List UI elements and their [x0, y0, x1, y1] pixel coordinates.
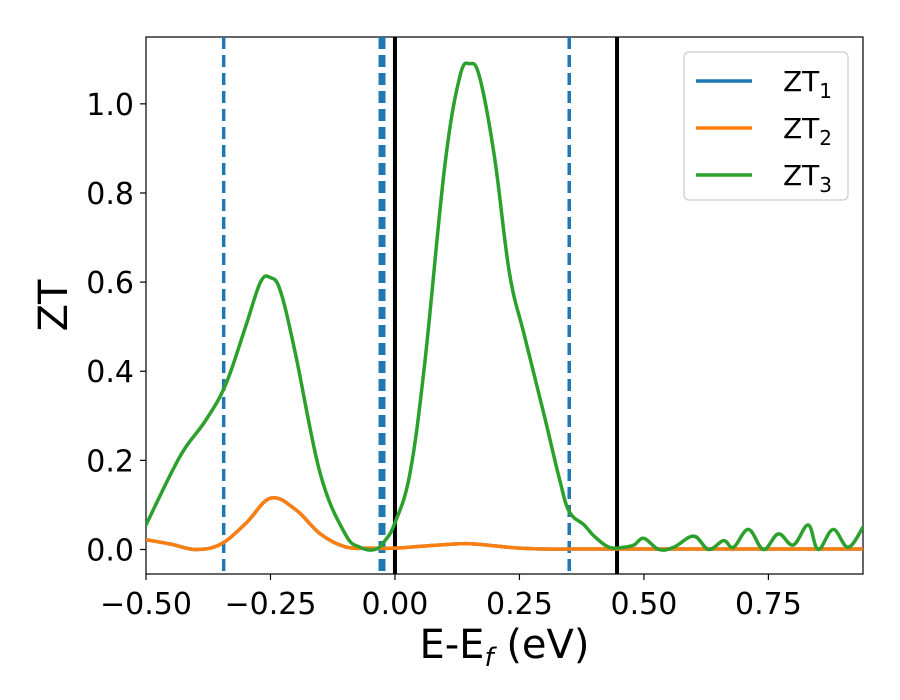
y-tick-label: 0.4 — [86, 355, 134, 390]
x-tick-label: 0.75 — [735, 587, 802, 622]
y-tick-label: 0.6 — [86, 266, 134, 301]
legend-label-zt1: ZT1 — [783, 65, 832, 103]
series-line-zt3 — [146, 61, 863, 552]
y-tick-label: 0.2 — [86, 444, 134, 479]
x-axis: −0.50 −0.25 0.00 0.25 0.50 0.75 — [100, 574, 802, 622]
legend-label-zt2: ZT2 — [783, 112, 832, 150]
x-tick-label: 0.25 — [486, 587, 553, 622]
legend-box — [683, 51, 849, 201]
y-tick-label: 0.8 — [86, 177, 134, 212]
x-tick-label: 0.00 — [362, 587, 429, 622]
x-axis-title: E-Ef (eV) — [419, 622, 589, 673]
x-tick-label: 0.50 — [611, 587, 678, 622]
series-line-zt2 — [146, 495, 863, 552]
y-axis: 0.0 0.2 0.4 0.6 0.8 1.0 — [86, 88, 146, 568]
series-layer — [146, 61, 863, 552]
x-tick-label: −0.25 — [225, 587, 317, 622]
y-tick-label: 0.0 — [86, 533, 134, 568]
x-tick-label: −0.50 — [100, 587, 192, 622]
y-axis-title: ZT — [31, 279, 77, 331]
legend-label-zt3: ZT3 — [783, 159, 832, 197]
legend: ZT1 ZT2 ZT3 — [683, 51, 849, 201]
y-tick-label: 1.0 — [86, 88, 134, 123]
reference-lines — [221, 37, 620, 574]
